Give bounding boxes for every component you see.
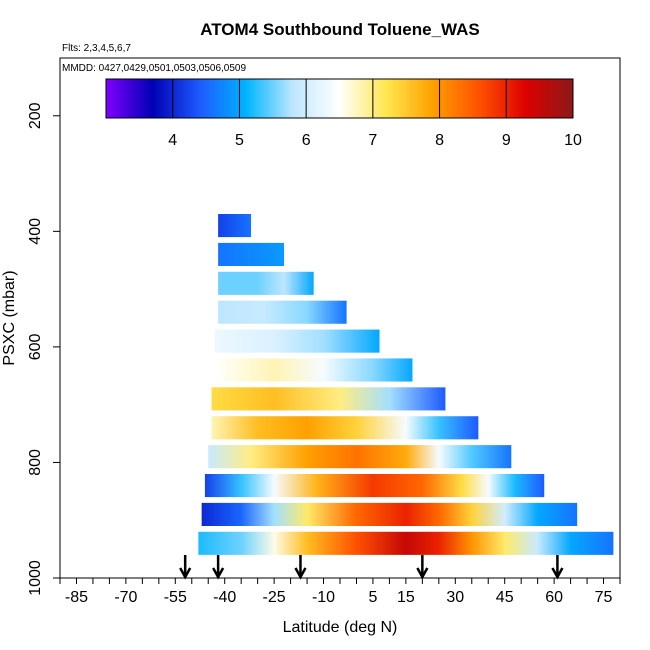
colorbar-tick-label: 10 bbox=[564, 132, 582, 149]
heatmap-row bbox=[218, 271, 314, 295]
x-tick-label: -55 bbox=[164, 589, 187, 606]
flight-arrow-head bbox=[551, 567, 564, 580]
x-tick-label: 15 bbox=[397, 589, 415, 606]
x-tick-label: -25 bbox=[263, 589, 286, 606]
x-tick-label: -10 bbox=[312, 589, 335, 606]
colorbar-tick-label: 7 bbox=[368, 132, 377, 149]
x-tick-label: -70 bbox=[114, 589, 137, 606]
heatmap-row bbox=[211, 416, 479, 440]
heatmap-row bbox=[218, 214, 252, 238]
heatmap-row bbox=[218, 300, 347, 324]
heatmap-row bbox=[211, 387, 446, 411]
flight-arrow-head bbox=[294, 567, 307, 580]
dates-note: MMDD: 0427,0429,0501,0503,0506,0509 bbox=[62, 63, 246, 74]
heatmap-row bbox=[214, 358, 413, 382]
x-tick-label: -40 bbox=[213, 589, 236, 606]
x-tick-label: 30 bbox=[446, 589, 464, 606]
y-axis-label: PSXC (mbar) bbox=[1, 270, 18, 365]
colorbar-tick-label: 5 bbox=[235, 132, 244, 149]
flight-arrow-head bbox=[179, 567, 192, 580]
x-tick-label: 75 bbox=[595, 589, 613, 606]
colorbar bbox=[105, 78, 574, 119]
plot-frame bbox=[59, 57, 621, 579]
flight-arrow-head bbox=[212, 567, 225, 580]
heatmap-row bbox=[198, 531, 614, 555]
heatmap-row bbox=[208, 445, 512, 469]
x-tick-label: 60 bbox=[545, 589, 563, 606]
y-tick-label: 400 bbox=[27, 218, 44, 245]
chart-title: ATOM4 Southbound Toluene_WAS bbox=[200, 20, 480, 39]
x-tick-label: 45 bbox=[496, 589, 514, 606]
heatmap-row bbox=[204, 474, 545, 498]
x-tick-label: 5 bbox=[368, 589, 377, 606]
x-tick-label: -85 bbox=[65, 589, 88, 606]
y-tick-label: 1000 bbox=[27, 560, 44, 596]
colorbar-tick-label: 4 bbox=[168, 132, 177, 149]
heatmap-row bbox=[201, 502, 578, 526]
heatmap-row bbox=[214, 329, 380, 353]
flight-arrow-head bbox=[416, 567, 429, 580]
colorbar-tick-label: 6 bbox=[302, 132, 311, 149]
y-tick-label: 800 bbox=[27, 449, 44, 476]
colorbar-tick-label: 9 bbox=[502, 132, 511, 149]
x-axis-label: Latitude (deg N) bbox=[283, 619, 398, 636]
colorbar-tick-label: 8 bbox=[435, 132, 444, 149]
y-tick-label: 600 bbox=[27, 333, 44, 360]
heatmap-row bbox=[218, 242, 284, 266]
y-tick-label: 200 bbox=[27, 102, 44, 129]
flights-note: Flts: 2,3,4,5,6,7 bbox=[62, 43, 131, 54]
